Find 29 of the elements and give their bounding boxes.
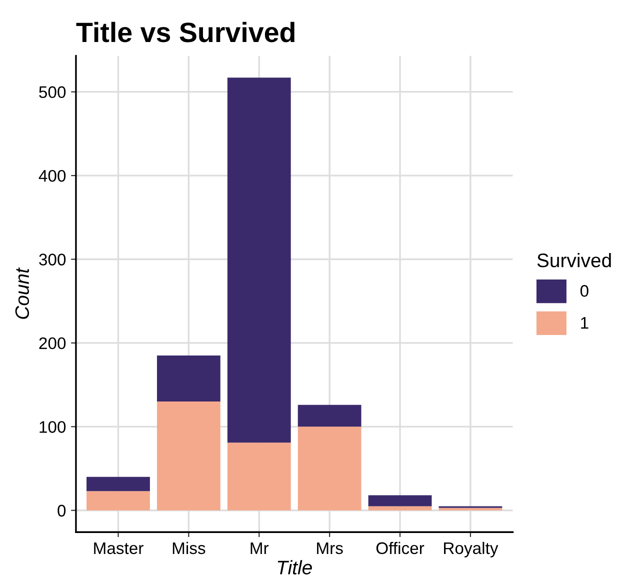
bar [438,508,502,510]
legend-title: Survived [537,253,611,268]
x-tick-label: Mrs [317,542,343,554]
y-tick-label: 400 [38,170,66,182]
y-axis-title: Count [15,267,30,319]
y-tick-label: 300 [39,254,66,266]
chart-title: Title vs Survived [76,22,294,42]
bar [227,78,291,443]
bar [156,356,220,402]
x-axis-title: Title [278,560,312,574]
legend-label: 0 [580,285,588,297]
x-tick-label: Miss [172,542,206,554]
bar [368,506,432,510]
bar [86,476,150,492]
x-tick-label: Mr [250,542,269,554]
bar [227,442,291,510]
y-tick-label: 200 [39,337,66,350]
bar [156,402,220,510]
y-tick-label: 500 [39,86,66,98]
bar [298,404,362,427]
x-tick-label: Master [94,542,144,554]
x-tick-label: Officer [376,542,424,554]
bar [86,491,150,510]
bar [368,495,432,506]
x-tick-label: Royalty [444,542,498,558]
y-tick-label: 0 [58,504,66,517]
legend-label: 1 [581,317,588,329]
bar [298,426,362,510]
y-tick-label: 100 [40,421,66,433]
